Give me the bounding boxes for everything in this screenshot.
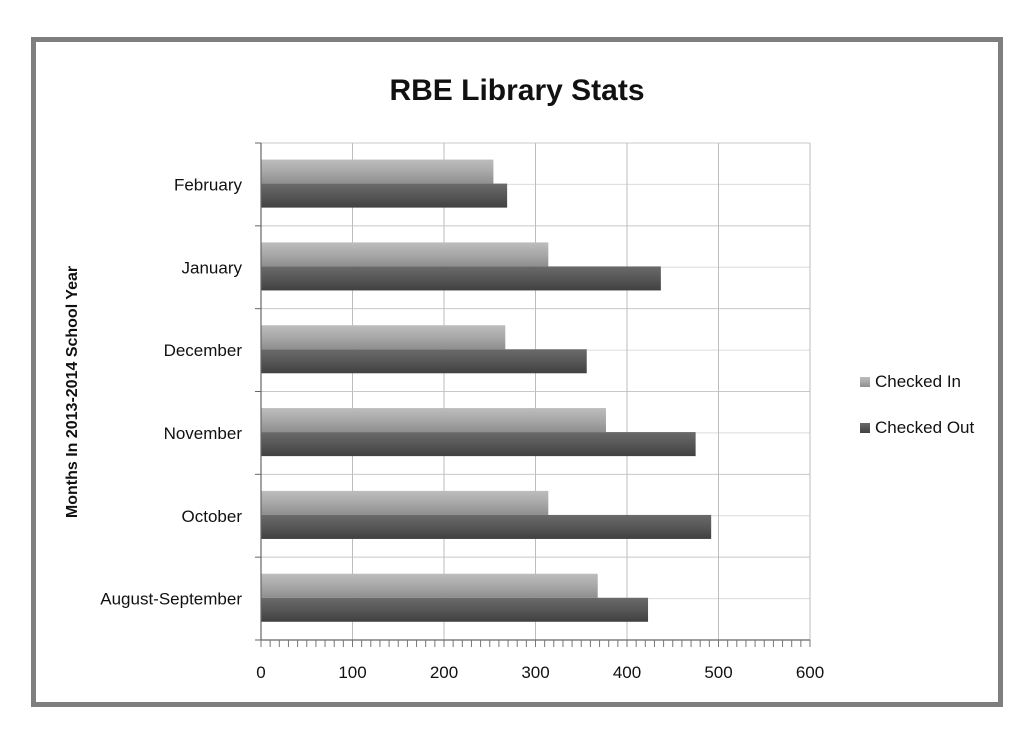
category-label: December: [164, 341, 243, 360]
bar-checked-out: [261, 514, 712, 539]
bar-checked-in: [261, 490, 549, 515]
bar-checked-in: [261, 325, 506, 350]
x-tick-label: 200: [430, 663, 458, 682]
category-label: January: [182, 258, 243, 277]
bar-checked-out: [261, 183, 508, 208]
y-axis-label: Months In 2013-2014 School Year: [64, 266, 81, 518]
x-tick-label: 100: [338, 663, 366, 682]
legend: Checked In Checked Out: [860, 372, 974, 437]
bar-checked-in: [261, 242, 549, 267]
bar-checked-out: [261, 597, 649, 622]
x-tick-label: 400: [613, 663, 641, 682]
x-tick-label: 500: [704, 663, 732, 682]
x-tick-label: 600: [796, 663, 824, 682]
category-label: November: [164, 424, 243, 443]
x-tick-label: 300: [521, 663, 549, 682]
legend-label: Checked In: [875, 372, 961, 391]
bar-checked-in: [261, 573, 598, 598]
bar-checked-in: [261, 159, 494, 184]
chart-title: RBE Library Stats: [389, 74, 644, 107]
legend-label: Checked Out: [875, 418, 974, 437]
category-label: February: [174, 175, 243, 194]
category-label: October: [182, 507, 243, 526]
legend-swatch-checked-out: [860, 423, 870, 433]
plot-area: August-September October November December J…: [100, 142, 824, 682]
bar-checked-in: [261, 408, 606, 433]
x-tick-label: 0: [256, 663, 265, 682]
bar-checked-out: [261, 349, 587, 374]
bar-checked-out: [261, 266, 661, 291]
legend-swatch-checked-in: [860, 377, 870, 387]
bar-checked-out: [261, 432, 696, 457]
category-label: August-September: [100, 590, 242, 609]
